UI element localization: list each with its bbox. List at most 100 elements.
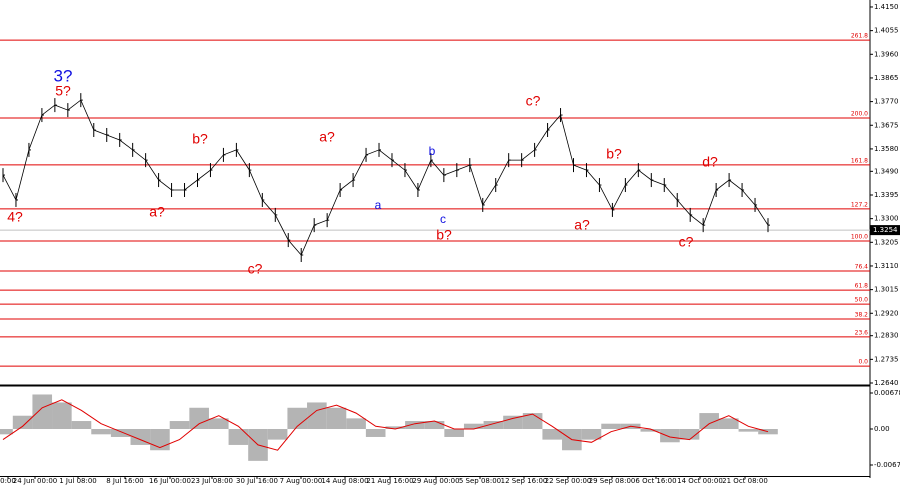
y-tick-label: 1.3300 xyxy=(874,215,899,223)
y-tick-label: 1.3675 xyxy=(874,121,899,129)
osc-histogram-bar xyxy=(601,423,621,430)
osc-y-tick-label: 0.00 xyxy=(874,425,890,433)
fib-level-label: 161.8 xyxy=(851,157,868,164)
x-tick-label: 7 Aug 00:00 xyxy=(280,477,323,485)
osc-histogram-bar xyxy=(718,418,739,430)
y-tick-label: 1.2640 xyxy=(874,379,899,387)
y-tick-label: 1.2920 xyxy=(874,309,899,317)
wave-label: c? xyxy=(526,93,541,109)
y-tick-label: 1.3770 xyxy=(874,98,899,106)
x-tick-label: 12 Sep 16:00 xyxy=(501,477,548,485)
osc-histogram-bar xyxy=(110,429,131,437)
osc-y-tick-label: -0.00678 xyxy=(874,461,900,469)
y-tick-label: 1.3960 xyxy=(874,50,899,58)
x-tick-label: 22 Sep 00:00 xyxy=(545,477,592,485)
x-tick-label: 23 Jul 08:00 xyxy=(191,477,233,485)
osc-y-tick-label: 0.00678 xyxy=(874,389,900,397)
y-tick-label: 1.4055 xyxy=(874,27,899,35)
wave-label: a? xyxy=(574,217,590,233)
osc-histogram-bar xyxy=(52,402,72,430)
x-tick-label: 21 Oct 08:00 xyxy=(722,477,768,485)
wave-label: a? xyxy=(149,204,165,220)
y-tick-label: 1.3015 xyxy=(874,286,899,294)
osc-histogram-bar xyxy=(581,429,602,440)
osc-histogram-bar xyxy=(208,418,229,430)
y-tick-label: 1.2735 xyxy=(874,355,899,363)
x-tick-label: 14 Oct 00:00 xyxy=(677,477,723,485)
osc-histogram-bar xyxy=(640,429,661,432)
x-tick-label: 5 Sep 08:00 xyxy=(459,477,501,485)
osc-histogram-bar xyxy=(405,421,425,430)
x-tick-label: 21 Aug 16:00 xyxy=(366,477,413,485)
wave-label: 3? xyxy=(54,66,73,85)
fib-level-label: 38.2 xyxy=(855,312,869,319)
wave-label: a xyxy=(375,198,382,212)
osc-histogram-bar xyxy=(738,429,759,432)
x-tick-label: 8 Jul 16:00 xyxy=(106,477,144,485)
last-price-box xyxy=(870,225,900,236)
osc-histogram-bar xyxy=(71,421,92,430)
osc-histogram-bar xyxy=(365,429,386,437)
fib-level-label: 76.4 xyxy=(855,263,869,270)
x-tick-label: 30 Jul 16:00 xyxy=(236,477,278,485)
y-tick-label: 1.4150 xyxy=(874,3,899,11)
osc-histogram-bar xyxy=(542,429,563,440)
osc-histogram-bar xyxy=(228,429,249,445)
osc-histogram-bar xyxy=(346,418,366,430)
x-tick-label: 6 Oct 16:00 xyxy=(635,477,676,485)
wave-label: c? xyxy=(679,234,694,250)
fib-level-label: 100.0 xyxy=(851,234,868,241)
fib-level-label: 127.2 xyxy=(851,201,868,208)
fib-level-label: 50.0 xyxy=(855,297,869,304)
y-tick-label: 1.3110 xyxy=(874,262,899,270)
wave-label: c? xyxy=(248,261,263,277)
wave-label: 5? xyxy=(55,83,71,99)
y-tick-label: 1.3490 xyxy=(874,167,899,175)
osc-histogram-bar xyxy=(503,415,523,430)
fib-level-label: 261.8 xyxy=(851,33,868,40)
x-tick-label: 1 Jul 08:00 xyxy=(59,477,97,485)
osc-histogram-bar xyxy=(189,407,209,430)
y-tick-label: 1.2830 xyxy=(874,332,899,340)
osc-histogram-bar xyxy=(12,415,33,430)
osc-histogram-bar xyxy=(91,429,111,435)
osc-histogram-bar xyxy=(385,426,406,430)
price-line xyxy=(2,99,769,256)
wave-label: b? xyxy=(192,131,208,147)
y-tick-label: 1.3395 xyxy=(874,191,899,199)
osc-signal-line xyxy=(2,399,769,451)
osc-histogram-bar xyxy=(444,429,464,437)
x-tick-label: 16 Jul 00:00 xyxy=(149,477,191,485)
osc-histogram-bar xyxy=(699,413,719,430)
osc-histogram-bar xyxy=(267,429,288,440)
wave-label: a? xyxy=(319,129,335,145)
osc-histogram-bar xyxy=(463,423,484,430)
osc-histogram-bar xyxy=(130,429,151,445)
osc-histogram-bar xyxy=(660,429,680,443)
x-tick-label: 29 Aug 00:00 xyxy=(412,477,459,485)
fib-level-label: 200.0 xyxy=(851,111,868,118)
osc-histogram-bar xyxy=(424,421,445,430)
y-tick-label: 1.3865 xyxy=(874,74,899,82)
wave-label: 4? xyxy=(7,209,23,225)
osc-histogram-bar xyxy=(169,421,190,430)
y-tick-label: 1.3205 xyxy=(874,238,899,246)
fib-level-label: 61.8 xyxy=(855,283,869,290)
x-tick-label: 14 Aug 08:00 xyxy=(321,477,368,485)
osc-histogram-bar xyxy=(326,407,347,430)
osc-histogram-bar xyxy=(679,429,700,440)
last-price-label: 1.3254 xyxy=(873,226,898,234)
wave-label: b xyxy=(429,144,436,158)
osc-histogram-bar xyxy=(0,429,13,435)
wave-label: c xyxy=(440,212,446,226)
osc-histogram-bar xyxy=(287,407,308,430)
wave-label: d? xyxy=(702,154,718,170)
x-tick-label: 24 Jun 00:00 xyxy=(13,477,57,485)
y-tick-label: 1.3580 xyxy=(874,145,899,153)
x-tick-label: 0:00 xyxy=(0,477,16,485)
wave-label: b? xyxy=(436,227,452,243)
wave-label: b? xyxy=(606,146,622,162)
osc-histogram-bar xyxy=(32,394,53,430)
